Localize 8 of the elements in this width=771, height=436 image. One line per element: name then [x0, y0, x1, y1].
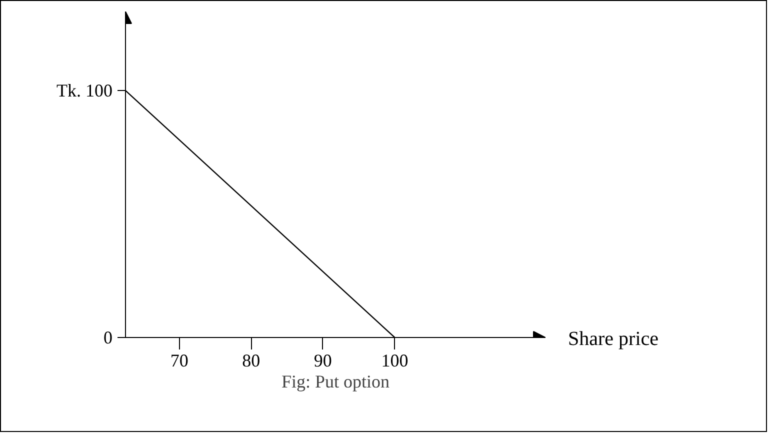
x-tick-label: 70: [170, 350, 188, 370]
y-tick-label: 0: [104, 328, 112, 348]
x-tick-label: 100: [381, 350, 408, 370]
x-axis-title: Share price: [568, 327, 659, 352]
x-tick-label: 90: [314, 350, 332, 370]
text: Fig: Put option: [281, 372, 390, 392]
x-tick-label: 80: [242, 350, 260, 370]
y-tick-label: Tk. 100: [56, 80, 113, 101]
